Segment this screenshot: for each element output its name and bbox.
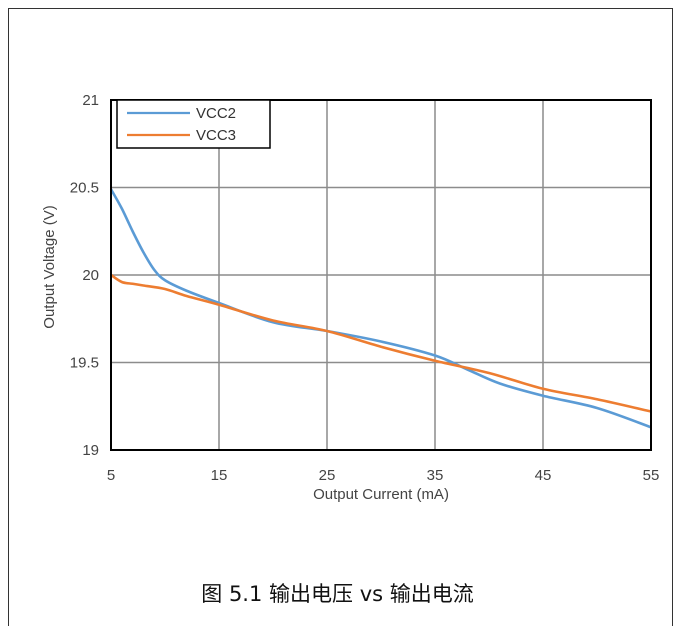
tick-labels: 5 15 25 35 45 55 19 19.5 20 20.5 21 — [70, 92, 660, 484]
x-axis-title: Output Current (mA) — [313, 486, 449, 503]
grid — [110, 99, 652, 451]
legend-label-vcc3: VCC3 — [196, 127, 236, 144]
x-tick-label: 35 — [427, 467, 444, 484]
y-tick-label: 19.5 — [70, 355, 99, 372]
plot-area-border — [110, 99, 652, 451]
series-line-vcc3 — [110, 273, 652, 413]
x-tick-label: 45 — [535, 467, 552, 484]
legend-label-vcc2: VCC2 — [196, 105, 236, 122]
y-tick-label: 20.5 — [70, 180, 99, 197]
legend: VCC2 VCC3 — [116, 99, 271, 149]
y-tick-label: 21 — [82, 92, 99, 109]
series-line-vcc2 — [109, 188, 652, 429]
y-tick-label: 20 — [82, 267, 99, 284]
x-tick-label: 15 — [211, 467, 228, 484]
x-tick-label: 5 — [107, 467, 115, 484]
figure-frame — [8, 8, 673, 626]
legend-box — [116, 99, 271, 149]
x-tick-label: 55 — [643, 467, 660, 484]
y-axis-title: Output Voltage (V) — [41, 205, 58, 328]
x-tick-label: 25 — [319, 467, 336, 484]
series-lines — [109, 188, 652, 429]
y-tick-label: 19 — [82, 442, 99, 459]
figure-caption: 图 5.1 输出电压 vs 输出电流 — [201, 582, 474, 606]
